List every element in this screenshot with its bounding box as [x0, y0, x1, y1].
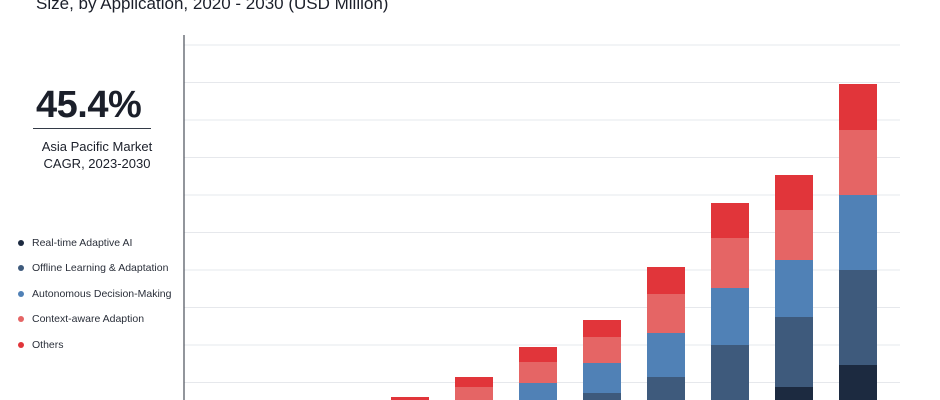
- legend-swatch: [18, 290, 24, 297]
- bar-segment: [519, 362, 557, 383]
- bar-segment: [775, 210, 813, 260]
- cagr-value: 45.4%: [36, 84, 142, 126]
- bar-segment: [455, 377, 493, 387]
- bar-segment: [711, 345, 749, 400]
- legend-swatch: [18, 316, 24, 323]
- bar-segment: [519, 347, 557, 362]
- bar-segment: [775, 387, 813, 400]
- legend-swatch: [18, 341, 24, 348]
- bar-segment: [647, 377, 685, 400]
- bar-segment: [647, 267, 685, 294]
- bar-segment: [839, 84, 877, 130]
- legend-label: Others: [32, 338, 64, 351]
- bar-segment: [455, 387, 493, 400]
- bars: [391, 84, 877, 400]
- bar-segment: [583, 337, 621, 363]
- bar-segment: [839, 365, 877, 400]
- legend-swatch: [18, 265, 24, 272]
- chart-title: Size, by Application, 2020 - 2030 (USD M…: [36, 0, 389, 13]
- cagr-label-line1: Asia Pacific Market: [41, 139, 153, 154]
- bar-segment: [839, 270, 877, 365]
- legend-item: Autonomous Decision-Making: [18, 281, 171, 307]
- bar-segment: [583, 320, 621, 337]
- bar-segment: [391, 397, 429, 400]
- bar-segment: [583, 393, 621, 400]
- legend-item: Context-aware Adaption: [18, 307, 171, 333]
- bar-segment: [647, 294, 685, 333]
- bar-segment: [775, 260, 813, 317]
- legend-item: Offline Learning & Adaptation: [18, 256, 171, 282]
- bar-segment: [711, 288, 749, 345]
- cagr-divider: [33, 128, 151, 129]
- chart-legend: Real-time Adaptive AI Offline Learning & …: [18, 230, 171, 358]
- bar-segment: [775, 175, 813, 210]
- bar-segment: [519, 383, 557, 400]
- bar-segment: [583, 363, 621, 393]
- legend-label: Context-aware Adaption: [32, 313, 145, 326]
- bar-segment: [839, 195, 877, 270]
- legend-item: Real-time Adaptive AI: [18, 230, 171, 256]
- cagr-label: Asia Pacific Market CAGR, 2023-2030: [32, 138, 162, 172]
- legend-item: Others: [18, 332, 171, 358]
- bar-segment: [711, 203, 749, 238]
- legend-label: Offline Learning & Adaptation: [32, 262, 169, 275]
- cagr-label-line2: CAGR, 2023-2030: [43, 156, 151, 171]
- bar-segment: [711, 238, 749, 288]
- legend-swatch: [18, 239, 24, 246]
- bar-segment: [839, 130, 877, 195]
- legend-label: Autonomous Decision-Making: [32, 287, 172, 300]
- bar-segment: [647, 333, 685, 377]
- bar-segment: [775, 317, 813, 387]
- legend-label: Real-time Adaptive AI: [32, 236, 133, 249]
